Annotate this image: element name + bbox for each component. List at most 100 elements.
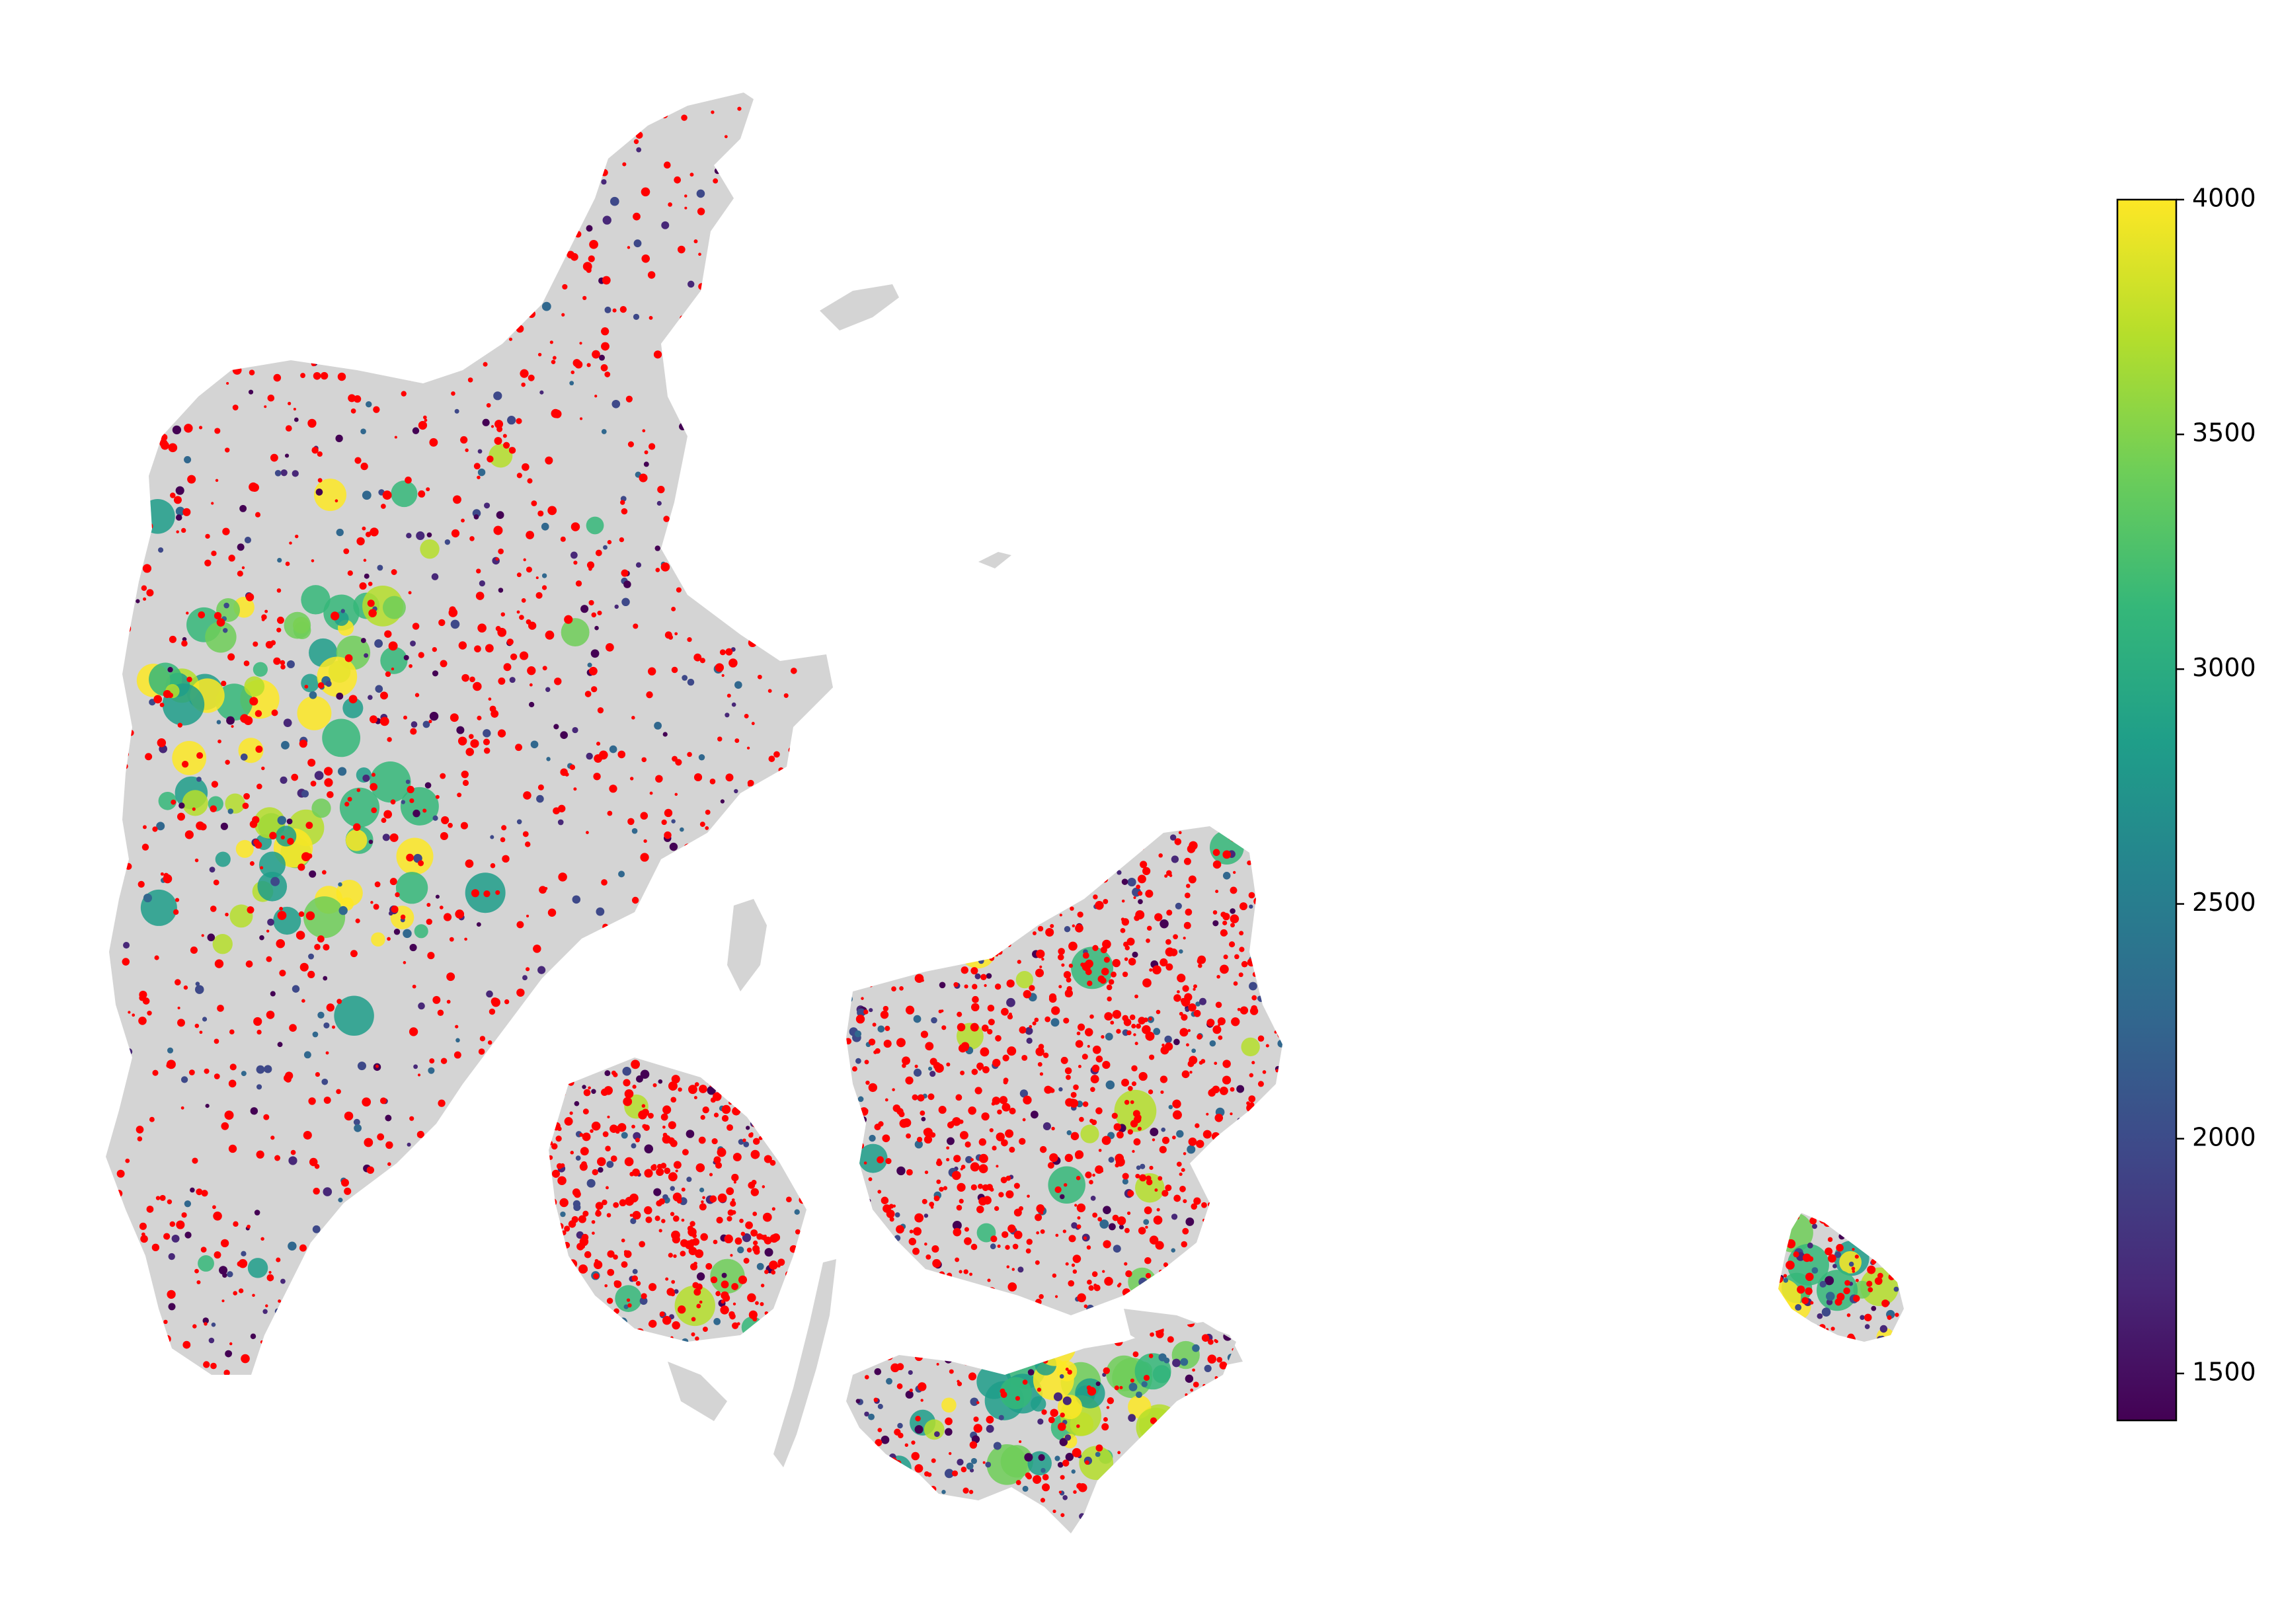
heat-cell	[1260, 886, 1275, 902]
address-point	[141, 1232, 145, 1237]
address-point	[1178, 831, 1182, 835]
address-point	[688, 1085, 697, 1095]
heat-dot	[294, 417, 299, 422]
address-point	[1900, 1290, 1904, 1295]
address-point	[474, 645, 481, 653]
address-point	[187, 311, 194, 317]
address-point	[1133, 1033, 1136, 1036]
address-point	[1098, 1149, 1102, 1152]
address-point	[855, 979, 862, 986]
address-point	[1180, 997, 1187, 1004]
address-point	[498, 186, 507, 194]
heat-dot	[749, 393, 757, 401]
heat-dot	[340, 1318, 348, 1325]
heat-dot	[284, 453, 290, 458]
address-point	[943, 1186, 948, 1190]
address-point	[221, 680, 227, 687]
address-point	[475, 275, 483, 282]
heat-dot	[1122, 1178, 1128, 1185]
address-point	[1113, 1123, 1121, 1131]
address-point	[313, 155, 320, 161]
heat-dot	[1277, 1192, 1281, 1198]
heat-dot	[614, 604, 619, 609]
heat-dot	[758, 200, 765, 208]
heat-dot	[1819, 1280, 1827, 1288]
address-point	[752, 1317, 758, 1322]
address-point	[601, 879, 608, 886]
heat-cell	[489, 444, 513, 468]
address-point	[811, 553, 815, 557]
heat-dot	[510, 1174, 520, 1182]
address-point	[891, 986, 896, 991]
address-point	[1119, 1385, 1123, 1389]
heat-dot	[219, 1266, 228, 1275]
heat-dot	[935, 1526, 943, 1533]
address-point	[217, 1005, 224, 1012]
heat-dot	[196, 777, 202, 782]
address-point	[863, 1161, 867, 1165]
heat-dot	[434, 1297, 444, 1307]
address-point	[974, 855, 978, 859]
heat-dot	[601, 179, 607, 185]
address-point	[1144, 1206, 1152, 1215]
heat-dot	[754, 1080, 764, 1089]
address-point	[1793, 1251, 1799, 1258]
address-point	[660, 1113, 668, 1121]
address-point	[122, 1346, 128, 1352]
address-point	[620, 1337, 628, 1342]
heat-dot	[1104, 826, 1110, 831]
address-point	[569, 1334, 573, 1339]
address-point	[1786, 1239, 1796, 1249]
address-point	[594, 1258, 599, 1263]
heat-dot	[374, 639, 383, 648]
address-point	[903, 971, 906, 974]
address-point	[551, 1249, 555, 1253]
address-point	[145, 753, 153, 761]
address-point	[1259, 1287, 1267, 1294]
address-point	[664, 831, 672, 839]
heat-dot	[157, 347, 163, 354]
address-point	[453, 495, 461, 504]
address-point	[1127, 1190, 1134, 1197]
address-point	[978, 1164, 988, 1174]
address-point	[409, 377, 413, 381]
address-point	[307, 970, 315, 979]
address-point	[698, 283, 705, 290]
address-point	[1128, 1086, 1133, 1091]
address-point	[735, 591, 742, 598]
heat-dot	[878, 1240, 884, 1247]
heat-dot	[132, 1347, 139, 1354]
address-point	[1070, 1132, 1080, 1141]
heat-cell	[501, 230, 531, 260]
heat-cell	[301, 674, 320, 693]
heat-dot	[1171, 1248, 1176, 1253]
heat-dot	[314, 771, 324, 781]
address-point	[709, 923, 717, 931]
address-point	[1152, 965, 1161, 975]
address-point	[1009, 877, 1015, 884]
address-point	[473, 681, 482, 691]
heat-dot	[719, 954, 725, 960]
address-point	[672, 1235, 680, 1244]
address-point	[970, 1162, 980, 1172]
address-point	[610, 1155, 617, 1162]
address-point	[1846, 1313, 1851, 1317]
address-point	[820, 724, 826, 730]
address-point	[1262, 1134, 1267, 1138]
address-point	[970, 1243, 978, 1251]
heat-dot	[1185, 1374, 1194, 1383]
address-point	[713, 1112, 719, 1118]
address-point	[453, 1283, 457, 1287]
address-point	[354, 105, 359, 110]
address-point	[186, 676, 192, 683]
address-point	[953, 1155, 961, 1163]
address-point	[122, 543, 130, 551]
address-point	[181, 315, 186, 320]
address-point	[594, 1260, 603, 1270]
address-point	[307, 1262, 316, 1272]
heat-dot	[855, 1058, 861, 1064]
heat-dot	[1204, 1173, 1212, 1180]
address-point	[204, 1322, 208, 1326]
address-point	[1106, 1406, 1110, 1409]
heat-dot	[335, 434, 343, 442]
